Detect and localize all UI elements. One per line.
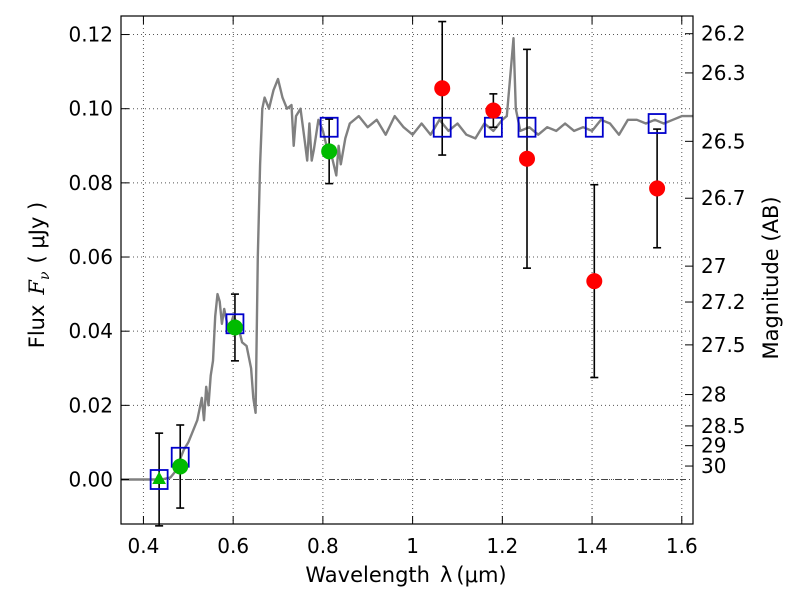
x-tick-label: 1.2 (486, 534, 518, 558)
x-tick-label: 0.6 (217, 534, 249, 558)
magnitude-tick-label: 26.7 (701, 186, 746, 210)
observed-flux-point (226, 319, 243, 336)
plot-frame (120, 15, 694, 525)
model-flux-square (584, 116, 604, 138)
model-flux-square (517, 116, 537, 138)
y-tick-label: 0.08 (68, 171, 113, 195)
observed-flux-point (485, 102, 502, 119)
observed-flux-point (649, 180, 666, 197)
magnitude-tick-label: 27.2 (701, 290, 746, 314)
model-flux-square (647, 113, 667, 134)
magnitude-tick-label: 26.2 (701, 22, 746, 46)
y-tick-label: 0.10 (68, 97, 113, 121)
model-layer (121, 37, 693, 481)
errorbar-layer (155, 20, 662, 527)
x-tick-label: 1.4 (576, 534, 608, 558)
y-tick-label: 0.06 (68, 245, 113, 269)
x-tick-label: 1.6 (666, 534, 698, 558)
observed-flux-point (172, 458, 189, 475)
y-axis-label: FluxFν( μJy ) (25, 202, 53, 348)
observed-flux-triangle (152, 471, 166, 485)
magnitude-tick-label: 27.5 (701, 333, 746, 357)
magnitude-tick-label: 28.5 (701, 414, 746, 438)
observed-flux-point (519, 150, 536, 167)
axes-frame-layer (120, 15, 694, 525)
x-tick-label: 0.4 (128, 534, 160, 558)
observed-flux-point (586, 273, 603, 290)
y-tick-label: 0.04 (68, 319, 113, 343)
x-axis-label: Wavelength λ (μm) (305, 563, 506, 587)
tick-layer: 0.4 0.6 0.8 1 1.2 1.4 1.6 0.00 0.02 0.04 0.06 0.08 0… (68, 16, 746, 558)
magnitude-tick-label: 26.3 (701, 61, 746, 85)
x-tick-label: 1 (406, 534, 419, 558)
grid-layer (121, 16, 693, 524)
model-flux-square (149, 469, 169, 490)
y-tick-label: 0.02 (68, 393, 113, 417)
magnitude-tick-label: 30 (701, 454, 726, 478)
magnitude-tick-label: 29 (701, 434, 726, 458)
magnitude-tick-label: 28 (701, 383, 726, 407)
model-flux-square (319, 116, 339, 138)
magnitude-tick-label: 26.5 (701, 129, 746, 153)
magnitude-tick-label: 27 (701, 254, 726, 278)
y-tick-label: 0.12 (68, 23, 113, 47)
model-spectrum-line (121, 37, 693, 481)
observed-flux-point (434, 80, 451, 97)
observed-flux-point (321, 143, 338, 160)
marker-layer (149, 80, 667, 490)
x-tick-label: 0.8 (307, 534, 339, 558)
magnitude-axis-label: Magnitude (AB) (759, 196, 783, 359)
y-tick-label: 0.00 (68, 468, 113, 492)
model-flux-square (432, 116, 452, 138)
